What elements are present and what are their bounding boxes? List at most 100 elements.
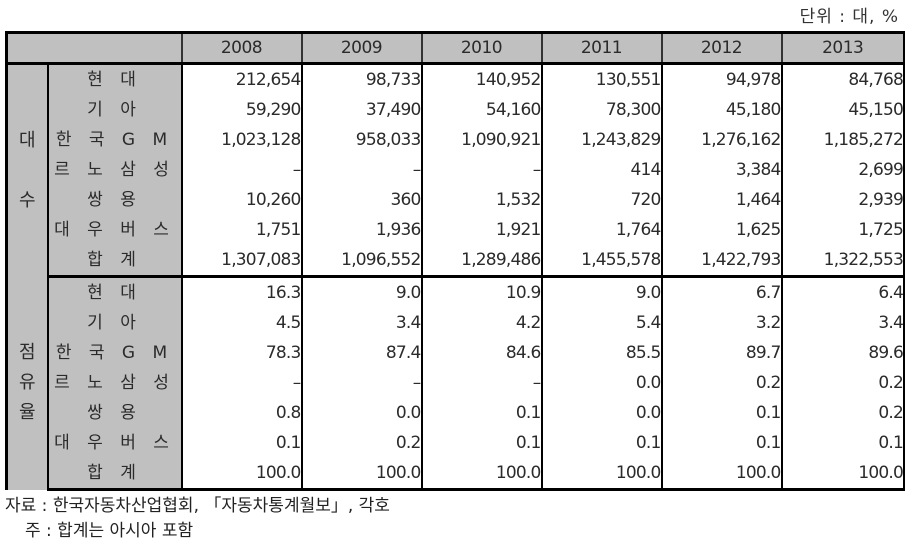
- table-row: 대 우 버 스 1,751 1,936 1,921 1,764 1,625 1,725: [7, 215, 905, 245]
- value-cell: 2,939: [781, 185, 905, 215]
- header-corner: [5, 31, 182, 65]
- value-cell: 100.0: [421, 458, 543, 491]
- value-cell: 1,023,128: [181, 125, 303, 155]
- value-cell: 1,422,793: [661, 245, 783, 278]
- value-cell: 100.0: [781, 458, 905, 491]
- value-cell: 10.9: [421, 276, 543, 308]
- value-cell: 0.1: [661, 398, 783, 428]
- value-cell: 3.4: [781, 308, 905, 338]
- value-cell: 1,764: [541, 215, 663, 245]
- value-cell: 0.2: [661, 368, 783, 398]
- table-row: 대 우 버 스 0.1 0.2 0.1 0.1 0.1 0.1: [7, 428, 905, 458]
- value-cell: 1,532: [421, 185, 543, 215]
- table-row: 합 계 1,307,083 1,096,552 1,289,486 1,455,578 1…: [7, 245, 905, 278]
- table-row: 르 노 삼 성 – – –414 3,384 2,699: [7, 155, 905, 185]
- group-label-char: 대: [18, 129, 36, 151]
- row-label: 현 대: [47, 276, 183, 308]
- group-label-char: 율: [18, 402, 36, 423]
- value-cell: 4.5: [181, 308, 303, 338]
- value-cell: –: [181, 155, 303, 185]
- value-cell: 1,289,486: [421, 245, 543, 278]
- value-cell: 0.0: [301, 398, 423, 428]
- row-label: 합 계: [47, 458, 183, 491]
- row-label: 한 국 G M: [47, 125, 183, 155]
- row-label: 르 노 삼 성: [47, 155, 183, 185]
- value-cell: 0.1: [661, 428, 783, 458]
- value-cell: 100.0: [181, 458, 303, 491]
- row-label: 르 노 삼 성: [47, 368, 183, 398]
- value-cell: 100.0: [301, 458, 423, 491]
- value-cell: 84,768: [781, 63, 905, 95]
- value-cell: 0.2: [781, 368, 905, 398]
- value-cell: 78.3: [181, 338, 303, 368]
- row-label: 합 계: [47, 245, 183, 278]
- value-cell: 130,551: [541, 63, 663, 95]
- table-row: 쌍 용 0.8 0.0 0.1 0.0 0.1 0.2: [7, 398, 905, 428]
- value-cell: 1,096,552: [301, 245, 423, 278]
- value-cell: 0.2: [301, 428, 423, 458]
- value-cell: 3.2: [661, 308, 783, 338]
- value-cell: 1,625: [661, 215, 783, 245]
- row-label: 대 우 버 스: [47, 428, 183, 458]
- table-row: 르 노 삼 성 – – –0.0 0.2 0.2: [7, 368, 905, 398]
- value-cell: 0.1: [181, 428, 303, 458]
- value-cell: 6.4: [781, 276, 905, 308]
- value-cell: 1,751: [181, 215, 303, 245]
- value-cell: –: [421, 155, 543, 185]
- value-cell: 0.8: [181, 398, 303, 428]
- value-cell: 59,290: [181, 95, 303, 125]
- value-cell: 87.4: [301, 338, 423, 368]
- value-cell: 5.4: [541, 308, 663, 338]
- row-label: 기 아: [47, 308, 183, 338]
- value-cell: –: [301, 368, 423, 398]
- row-label: 기 아: [47, 95, 183, 125]
- value-cell: 0.1: [781, 428, 905, 458]
- header-year: 2010: [420, 31, 542, 65]
- value-cell: 54,160: [421, 95, 543, 125]
- value-cell: 1,185,272: [781, 125, 905, 155]
- table-row: 합 계 100.0 100.0 100.0 100.0 100.0 100.0: [7, 458, 905, 491]
- value-cell: 1,307,083: [181, 245, 303, 278]
- value-cell: 37,490: [301, 95, 423, 125]
- header-year: 2012: [660, 31, 782, 65]
- value-cell: 1,936: [301, 215, 423, 245]
- group-label-char: 점: [18, 342, 36, 363]
- header-year: 2008: [180, 31, 302, 65]
- value-cell: 16.3: [181, 276, 303, 308]
- value-cell: 10,260: [181, 185, 303, 215]
- value-cell: 9.0: [301, 276, 423, 308]
- value-cell: 414: [541, 155, 663, 185]
- note: 주 : 합계는 아시아 포함: [25, 521, 194, 541]
- table-row: 기 아 59,290 37,490 54,160 78,300 45,180 45,150: [7, 95, 905, 125]
- row-label: 현 대: [47, 63, 183, 95]
- value-cell: 2,699: [781, 155, 905, 185]
- value-cell: 84.6: [421, 338, 543, 368]
- value-cell: 1,243,829: [541, 125, 663, 155]
- value-cell: 0.2: [781, 398, 905, 428]
- value-cell: 958,033: [301, 125, 423, 155]
- value-cell: 9.0: [541, 276, 663, 308]
- value-cell: 0.0: [541, 398, 663, 428]
- row-label: 쌍 용: [47, 398, 183, 428]
- value-cell: 1,276,162: [661, 125, 783, 155]
- source-note: 자료 : 한국자동차산업협회, 「자동차통계월보」, 각호: [5, 496, 390, 516]
- row-label: 한 국 G M: [47, 338, 183, 368]
- value-cell: 6.7: [661, 276, 783, 308]
- footnotes: 자료 : 한국자동차산업협회, 「자동차통계월보」, 각호 주 : 합계는 아시…: [5, 494, 390, 544]
- value-cell: 140,952: [421, 63, 543, 95]
- value-cell: 4.2: [421, 308, 543, 338]
- value-cell: 45,150: [781, 95, 905, 125]
- value-cell: 45,180: [661, 95, 783, 125]
- value-cell: 98,733: [301, 63, 423, 95]
- value-cell: 78,300: [541, 95, 663, 125]
- unit-label: 단위 : 대, %: [799, 7, 899, 27]
- value-cell: 0.1: [541, 428, 663, 458]
- value-cell: –: [181, 368, 303, 398]
- value-cell: 1,464: [661, 185, 783, 215]
- header-year: 2011: [540, 31, 662, 65]
